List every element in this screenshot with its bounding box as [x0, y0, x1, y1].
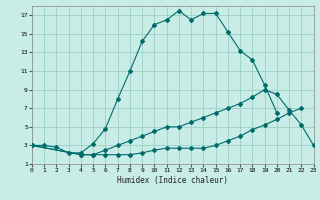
X-axis label: Humidex (Indice chaleur): Humidex (Indice chaleur): [117, 176, 228, 185]
